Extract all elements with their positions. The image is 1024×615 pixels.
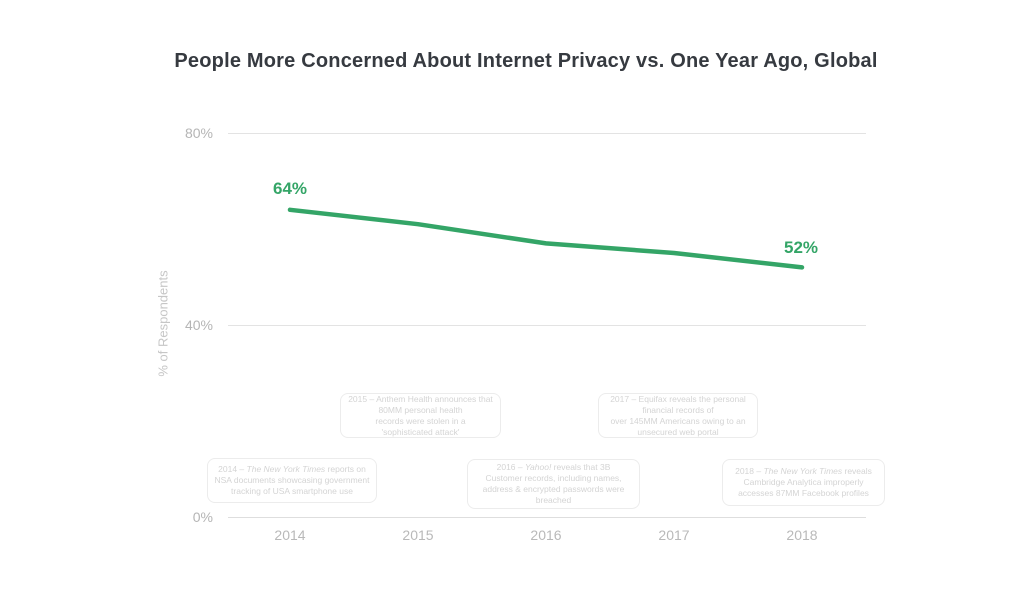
annotation-2018-cambridge-analytica: 2018 – The New York Times reveals Cambrid…: [722, 459, 885, 506]
y-tick-40: 40%: [184, 317, 213, 333]
annotation-2016-yahoo: 2016 – Yahoo! reveals that 3B Customer re…: [467, 459, 640, 509]
gridline-40pct: [228, 325, 866, 326]
x-tick-2016: 2016: [530, 527, 562, 543]
x-tick-2015: 2015: [402, 527, 434, 543]
x-tick-2017: 2017: [658, 527, 690, 543]
y-tick-0: 0%: [192, 509, 213, 525]
data-label-2018: 52%: [783, 238, 819, 257]
annotation-2017-equifax: 2017 – Equifax reveals the personal finan…: [598, 393, 758, 438]
data-label-2014: 64%: [272, 179, 308, 198]
trend-line: [287, 207, 805, 270]
y-tick-80: 80%: [184, 125, 213, 141]
gridline-0pct-baseline: [228, 517, 866, 518]
annotation-2015-anthem: 2015 – Anthem Health announces that 80MM …: [340, 393, 501, 438]
x-tick-2014: 2014: [274, 527, 306, 543]
annotation-2014-nyt-nsa: 2014 – The New York Times reports on NSA …: [207, 458, 377, 503]
x-tick-2018: 2018: [786, 527, 818, 543]
gridline-80pct: [228, 133, 866, 134]
chart-title: People More Concerned About Internet Pri…: [174, 50, 878, 72]
